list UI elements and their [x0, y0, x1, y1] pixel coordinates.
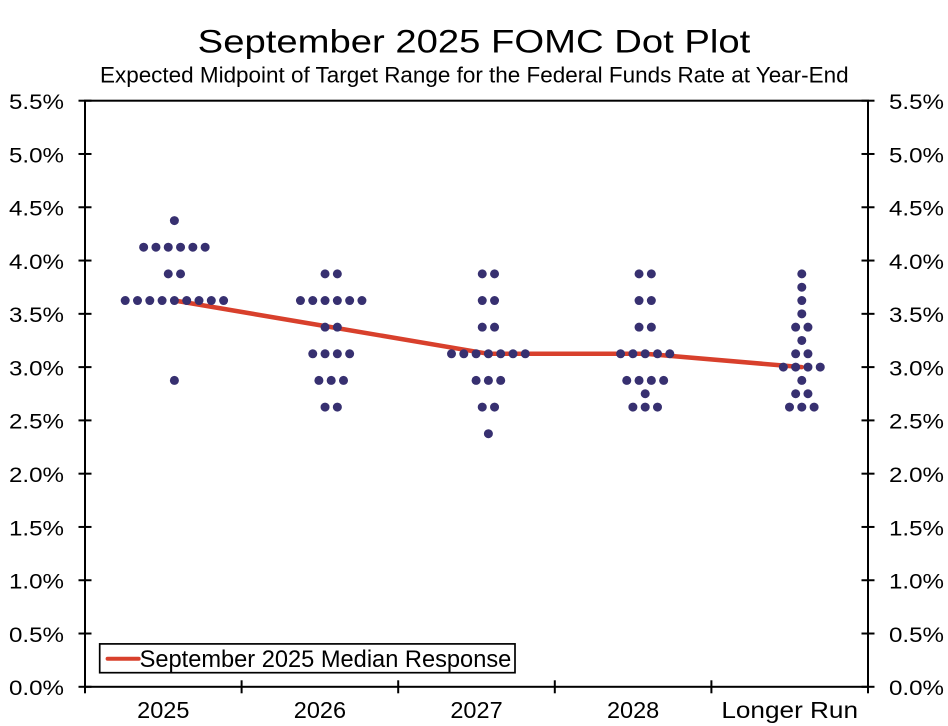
svg-text:1.5%: 1.5% [889, 515, 944, 540]
svg-text:1.0%: 1.0% [889, 569, 944, 594]
svg-text:4.5%: 4.5% [889, 196, 944, 221]
svg-text:0.0%: 0.0% [889, 675, 944, 700]
svg-text:2.0%: 2.0% [889, 462, 944, 487]
svg-text:3.0%: 3.0% [9, 355, 64, 380]
svg-text:4.0%: 4.0% [889, 249, 944, 274]
svg-text:5.0%: 5.0% [889, 142, 944, 167]
svg-text:3.5%: 3.5% [9, 302, 64, 327]
svg-text:0.5%: 0.5% [889, 622, 944, 647]
svg-text:4.0%: 4.0% [9, 249, 64, 274]
svg-text:September 2025 Median Response: September 2025 Median Response [140, 646, 512, 673]
svg-text:2.5%: 2.5% [9, 409, 64, 434]
svg-text:5.0%: 5.0% [9, 142, 64, 167]
svg-text:5.5%: 5.5% [9, 89, 64, 114]
svg-text:Longer Run: Longer Run [721, 697, 858, 723]
svg-text:2028: 2028 [607, 697, 659, 723]
svg-text:3.0%: 3.0% [889, 355, 944, 380]
svg-text:2.5%: 2.5% [889, 409, 944, 434]
svg-text:0.0%: 0.0% [9, 675, 64, 700]
svg-text:2025: 2025 [137, 697, 189, 723]
svg-text:September 2025 FOMC Dot Plot: September 2025 FOMC Dot Plot [198, 23, 751, 59]
svg-text:2027: 2027 [450, 697, 502, 723]
svg-text:5.5%: 5.5% [889, 89, 944, 114]
svg-text:0.5%: 0.5% [9, 622, 64, 647]
svg-text:2.0%: 2.0% [9, 462, 64, 487]
svg-text:4.5%: 4.5% [9, 196, 64, 221]
svg-text:Expected Midpoint of Target Ra: Expected Midpoint of Target Range for th… [100, 63, 849, 88]
svg-text:1.0%: 1.0% [9, 569, 64, 594]
svg-text:3.5%: 3.5% [889, 302, 944, 327]
svg-text:1.5%: 1.5% [9, 515, 64, 540]
svg-text:2026: 2026 [294, 697, 346, 723]
